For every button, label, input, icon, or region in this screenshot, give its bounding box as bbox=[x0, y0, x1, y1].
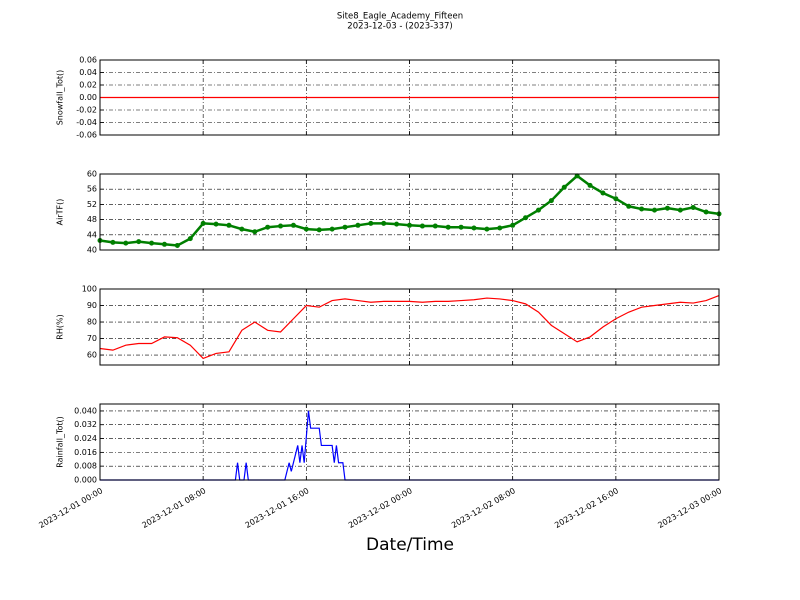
data-point bbox=[239, 226, 245, 232]
data-point bbox=[149, 240, 155, 246]
data-point bbox=[368, 220, 374, 226]
data-point bbox=[213, 221, 219, 227]
data-point bbox=[329, 226, 335, 232]
data-point bbox=[574, 173, 580, 179]
data-point bbox=[613, 196, 619, 202]
data-point bbox=[342, 224, 348, 230]
y-tick-label: -0.02 bbox=[76, 106, 97, 115]
y-tick-label: 0.008 bbox=[74, 462, 97, 471]
chart-subtitle: 2023-12-03 - (2023-337) bbox=[347, 22, 452, 32]
data-point bbox=[123, 240, 129, 246]
y-axis-label: Snowfall_Tot() bbox=[56, 70, 65, 126]
data-line bbox=[99, 295, 720, 360]
data-point bbox=[600, 190, 606, 196]
data-point bbox=[484, 226, 490, 232]
y-axis-label: AirTF() bbox=[56, 199, 65, 226]
y-tick-label: 90 bbox=[87, 301, 97, 310]
y-tick-label: 56 bbox=[87, 185, 97, 194]
y-tick-label: 0.032 bbox=[74, 420, 97, 429]
y-tick-label: 0.040 bbox=[74, 406, 97, 415]
y-tick-label: 0.016 bbox=[74, 448, 97, 457]
y-tick-label: 52 bbox=[87, 200, 97, 209]
data-point bbox=[303, 226, 309, 232]
y-tick-label: 40 bbox=[87, 246, 97, 255]
data-point bbox=[407, 222, 412, 228]
y-tick-label: 80 bbox=[87, 318, 97, 327]
data-point bbox=[523, 215, 529, 221]
data-point bbox=[265, 224, 271, 230]
data-point bbox=[187, 236, 193, 242]
data-point bbox=[664, 205, 670, 211]
data-point bbox=[652, 207, 658, 213]
data-point bbox=[381, 220, 387, 226]
plot-frame bbox=[99, 59, 720, 136]
y-tick-label: 48 bbox=[87, 215, 97, 224]
data-point bbox=[703, 209, 709, 215]
data-point bbox=[535, 207, 541, 213]
data-point bbox=[278, 223, 284, 229]
data-point bbox=[548, 198, 554, 204]
data-point bbox=[394, 221, 400, 227]
y-tick-label: 70 bbox=[87, 334, 97, 343]
data-point bbox=[136, 239, 142, 245]
y-tick-label: -0.06 bbox=[76, 131, 97, 140]
y-tick-label: -0.04 bbox=[76, 118, 97, 127]
data-point bbox=[510, 222, 516, 228]
y-tick-label: 0.02 bbox=[79, 81, 97, 90]
data-point bbox=[200, 220, 206, 226]
y-tick-label: 0.000 bbox=[74, 476, 97, 485]
y-tick-label: 0.04 bbox=[79, 68, 97, 77]
data-point bbox=[561, 184, 567, 190]
data-point bbox=[252, 229, 258, 235]
data-point bbox=[226, 222, 232, 228]
y-tick-label: 44 bbox=[87, 230, 97, 239]
plot-frame bbox=[99, 403, 720, 481]
y-tick-label: 0.06 bbox=[79, 56, 97, 65]
data-point bbox=[626, 203, 632, 209]
plot-frame bbox=[99, 288, 720, 366]
data-point bbox=[355, 222, 361, 228]
y-tick-label: 0.00 bbox=[79, 93, 97, 102]
data-point bbox=[639, 206, 645, 212]
y-tick-label: 0.024 bbox=[74, 434, 97, 443]
y-tick-label: 60 bbox=[87, 170, 97, 179]
data-point bbox=[419, 223, 425, 229]
data-point bbox=[290, 222, 296, 228]
y-axis-label: Rainfall_Tot() bbox=[56, 416, 65, 468]
data-point bbox=[445, 224, 451, 230]
data-point bbox=[458, 224, 464, 230]
chart-title: Site8_Eagle_Academy_Fifteen bbox=[337, 12, 463, 22]
data-point bbox=[690, 204, 696, 210]
x-axis-label: Date/Time bbox=[366, 535, 454, 555]
data-point bbox=[471, 225, 477, 231]
data-point bbox=[677, 207, 683, 213]
data-point bbox=[110, 239, 116, 245]
plot-frame bbox=[99, 173, 720, 251]
data-point bbox=[587, 182, 593, 188]
y-tick-label: 60 bbox=[87, 351, 97, 360]
data-point bbox=[432, 223, 438, 229]
data-point bbox=[316, 227, 322, 233]
y-tick-label: 100 bbox=[82, 285, 97, 294]
y-axis-label: RH(%) bbox=[56, 314, 65, 339]
data-point bbox=[161, 241, 167, 247]
data-point bbox=[174, 242, 180, 248]
data-point bbox=[497, 225, 503, 231]
